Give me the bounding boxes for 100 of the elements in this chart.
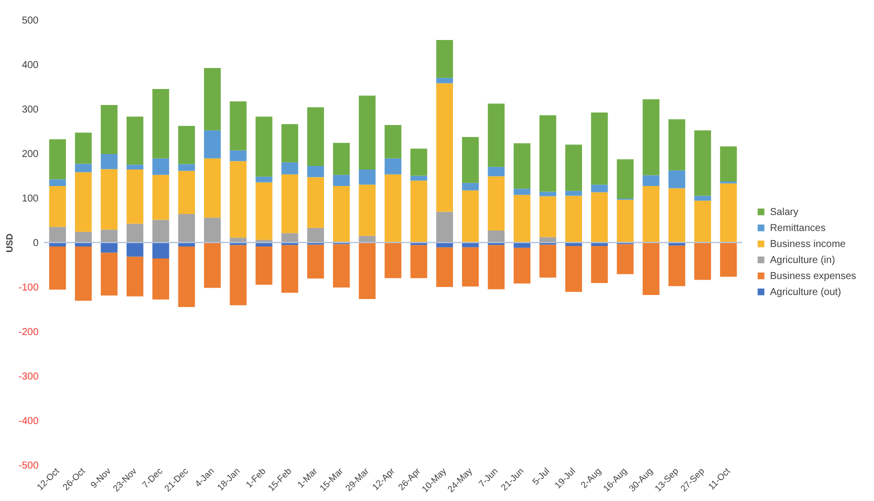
bar [539,115,556,192]
bar [694,242,712,280]
bar [152,174,170,220]
bar [152,88,170,158]
bar [436,247,453,287]
bar [384,174,402,242]
bar [333,142,350,175]
bar [333,244,350,288]
bar [514,188,530,195]
bar [616,244,634,274]
bar [178,126,195,164]
bar [410,245,428,278]
bar [539,237,556,242]
y-tick-label: -100 [18,282,39,294]
bar [565,190,582,196]
bar [178,164,195,171]
bar [514,143,530,189]
bar [462,182,479,190]
bar [49,226,66,242]
bar [230,238,247,242]
bar [488,166,505,176]
bar [256,116,272,177]
bar [514,194,530,242]
bar [74,232,92,242]
bar [281,162,298,174]
bar [256,246,272,285]
bar [204,242,221,288]
y-tick-label: -500 [18,460,39,472]
y-axis-title: USD [4,233,14,253]
bar [126,224,144,242]
bar [256,176,272,182]
bar [384,125,402,158]
bar [100,104,118,154]
bar [74,132,92,164]
bar [204,68,221,130]
bar [565,246,582,292]
bar [126,164,144,170]
y-tick-label: 400 [22,60,39,71]
bar [642,242,660,296]
bar [100,252,118,296]
bar [462,242,479,248]
bar [307,177,324,228]
bar [488,230,505,242]
bar [333,174,350,186]
bar [616,200,634,242]
bar [642,186,660,242]
bar [462,190,479,242]
bar [307,228,324,242]
bar [178,170,195,214]
bar [488,176,505,230]
bar [591,246,608,283]
bar [642,99,660,176]
bar [565,144,582,191]
y-tick-label: 0 [32,238,39,249]
legend-label: Remittances [770,222,826,234]
y-tick-label: 300 [22,104,39,116]
bar [49,179,66,186]
bar [462,137,479,183]
bar [178,246,195,308]
bar [126,256,144,296]
legend-label: Salary [770,206,798,218]
bar [100,154,118,170]
legend-label: Agriculture (out) [770,286,842,298]
bar [720,183,737,242]
bar [410,180,428,242]
bar [204,158,221,218]
bar [668,119,686,170]
bar [436,40,453,78]
bar [230,150,247,162]
bar [100,230,118,242]
bar [152,242,170,259]
bar [462,247,479,287]
bar [591,192,608,242]
bar [488,245,505,290]
bar [694,196,712,201]
bar [49,246,66,290]
bar [49,139,66,180]
bar [668,246,686,286]
bar [720,242,737,277]
bar [230,245,247,306]
bar [358,184,376,236]
bar [591,184,608,192]
legend-label: Business income [770,238,846,250]
bar [307,166,324,178]
bar [436,83,453,212]
bar [539,196,556,238]
bar [307,244,324,279]
bar [668,170,686,188]
bar [694,130,712,196]
legend-label: Business expenses [770,270,856,282]
bar [281,245,298,293]
bar [126,116,144,165]
bar [616,159,634,198]
bar [694,200,712,242]
y-tick-label: 100 [22,194,39,204]
bar [100,169,118,230]
legend-label: Agriculture (in) [770,254,836,266]
bar [49,186,66,227]
bar [152,258,170,300]
bar [384,242,402,278]
